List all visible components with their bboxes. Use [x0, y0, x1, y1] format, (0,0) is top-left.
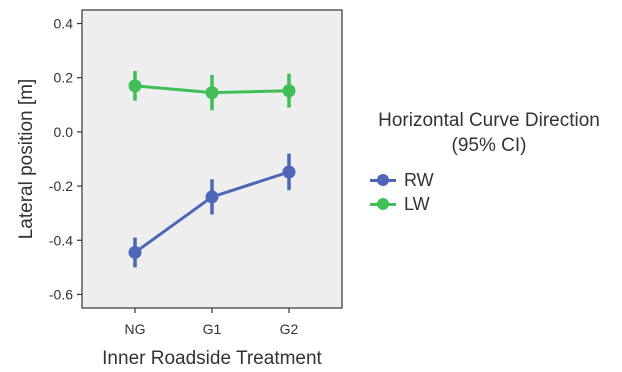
- x-tick-label-g1: G1: [203, 321, 222, 337]
- plot-background: [81, 9, 343, 309]
- legend-item-rw: RW: [370, 168, 614, 192]
- legend-swatch-lw: [370, 197, 396, 211]
- data-point-lw: [205, 86, 219, 100]
- legend: Horizontal Curve Direction (95% CI) RW L…: [364, 108, 614, 216]
- series-marks: [128, 70, 296, 268]
- y-tick-label: 0.4: [54, 16, 74, 32]
- data-point-rw: [205, 190, 219, 204]
- x-tick-label-ng: NG: [125, 321, 146, 337]
- legend-items: RW LW: [370, 168, 614, 216]
- y-tick-label: 0.0: [54, 124, 74, 140]
- y-tick-label: -0.6: [49, 286, 73, 302]
- data-point-lw: [282, 84, 296, 98]
- y-tick-label: -0.4: [49, 232, 73, 248]
- data-point-rw: [282, 165, 296, 179]
- y-tick-label: -0.2: [49, 178, 73, 194]
- y-tick-label: 0.2: [54, 70, 74, 86]
- data-point-lw: [128, 79, 142, 93]
- x-tick-label-g2: G2: [280, 321, 299, 337]
- x-axis-label: Inner Roadside Treatment: [102, 348, 322, 369]
- y-axis-ticks: 0.4 0.2 0.0 -0.2 -0.4 -0.6: [49, 16, 82, 302]
- legend-item-lw: LW: [370, 192, 614, 216]
- legend-title-line2: (95% CI): [451, 135, 527, 156]
- x-axis-ticks: NG G1 G2: [125, 308, 299, 337]
- data-point-rw: [128, 245, 142, 259]
- y-axis-label: Lateral position [m]: [16, 79, 37, 240]
- legend-title: Horizontal Curve Direction (95% CI): [364, 108, 614, 158]
- legend-label-rw: RW: [404, 169, 434, 190]
- legend-title-line1: Horizontal Curve Direction: [378, 110, 600, 131]
- legend-swatch-rw: [370, 173, 396, 187]
- legend-label-lw: LW: [404, 193, 430, 214]
